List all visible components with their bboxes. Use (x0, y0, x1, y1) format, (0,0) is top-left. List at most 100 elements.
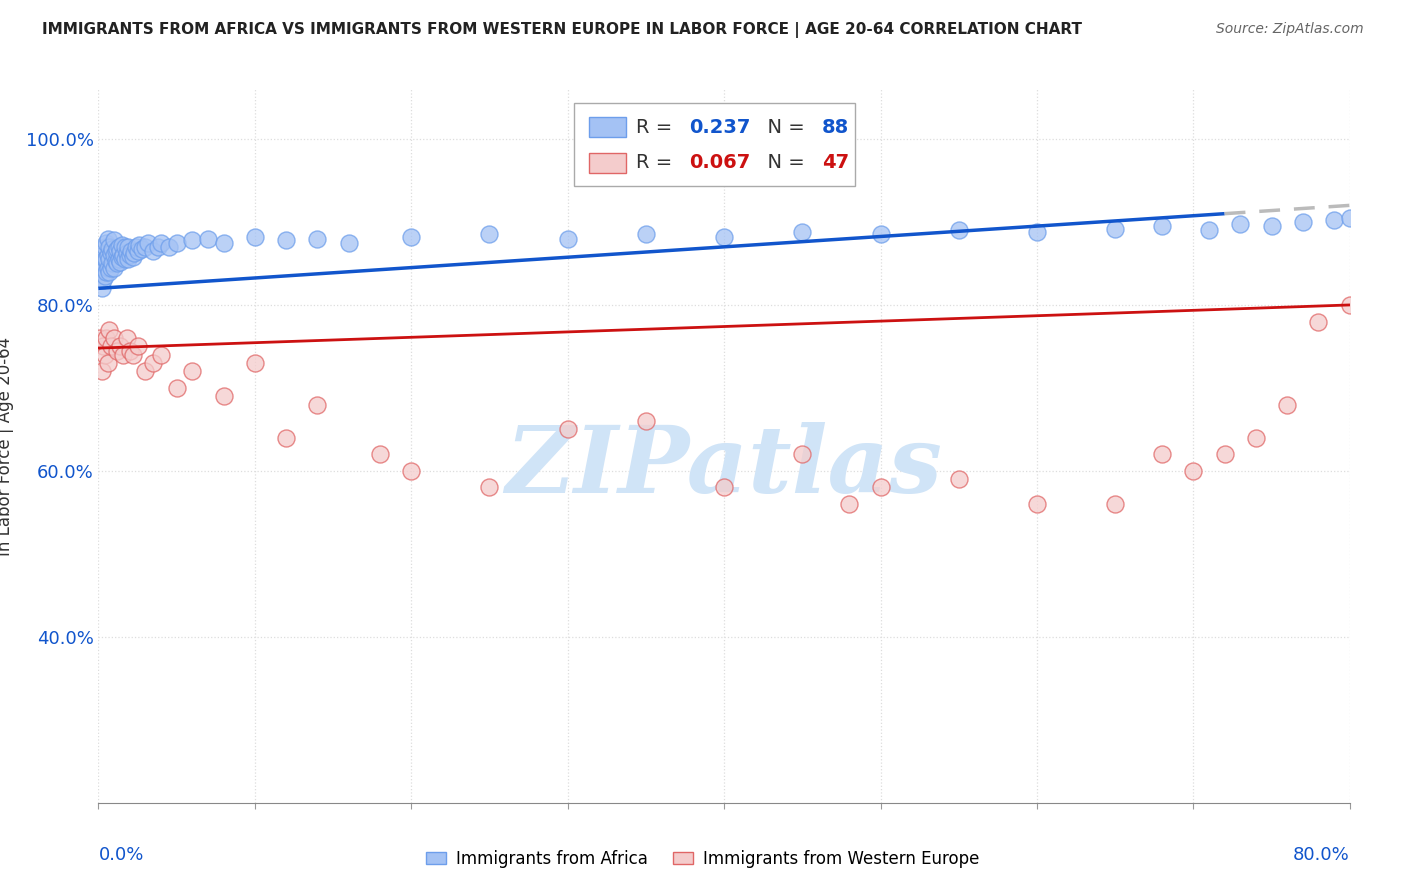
Point (1152, 447, 1174, 461)
Point (166, 235, 188, 250)
Point (112, 348, 135, 362)
Point (1323, 213, 1346, 227)
Point (98, 265, 121, 279)
Point (93, 252, 115, 267)
Point (115, 331, 138, 345)
Point (125, 240, 148, 254)
Point (93, 240, 115, 254)
Point (98, 323, 121, 337)
Point (478, 481, 501, 495)
Point (96, 235, 118, 250)
Point (91, 248, 114, 262)
Point (124, 246, 146, 260)
Point (157, 240, 180, 254)
Text: ZIPatlas: ZIPatlas (506, 423, 942, 512)
Point (1104, 497, 1126, 511)
Text: N =: N = (755, 118, 811, 136)
Point (142, 356, 165, 370)
Point (274, 431, 298, 445)
FancyBboxPatch shape (574, 103, 855, 186)
Point (1182, 464, 1205, 478)
Text: IMMIGRANTS FROM AFRICA VS IMMIGRANTS FROM WESTERN EUROPE IN LABOR FORCE | AGE 20: IMMIGRANTS FROM AFRICA VS IMMIGRANTS FRO… (42, 22, 1083, 38)
Point (146, 240, 169, 254)
Point (93, 268, 115, 283)
Point (1400, 205, 1406, 219)
Point (134, 240, 156, 254)
Point (97, 356, 120, 370)
Point (478, 227, 501, 242)
Point (112, 248, 135, 262)
Point (127, 339, 149, 353)
Point (1308, 314, 1330, 328)
Point (121, 348, 143, 362)
Point (89, 331, 111, 345)
Text: R =: R = (637, 118, 679, 136)
Point (100, 260, 122, 275)
Point (307, 231, 329, 245)
Point (401, 464, 423, 478)
Point (1277, 397, 1299, 411)
Point (792, 225, 814, 239)
Point (557, 422, 579, 436)
Point (104, 254, 127, 268)
Point (103, 331, 125, 345)
Point (307, 397, 329, 411)
Point (91, 273, 114, 287)
Point (212, 389, 235, 403)
Point (105, 256, 128, 270)
Point (110, 244, 132, 258)
Point (1198, 223, 1220, 237)
Point (105, 242, 128, 256)
Point (1244, 431, 1267, 445)
Point (181, 364, 204, 378)
Point (120, 244, 142, 258)
Point (713, 481, 735, 495)
Point (1369, 207, 1392, 221)
Point (89, 265, 111, 279)
Text: 0.0%: 0.0% (98, 846, 143, 863)
Point (142, 244, 165, 258)
Point (114, 240, 136, 254)
Point (128, 238, 150, 252)
Point (634, 414, 657, 428)
Point (150, 235, 173, 250)
Point (100, 339, 122, 353)
Point (90, 281, 112, 295)
Point (1152, 219, 1174, 233)
Point (138, 235, 160, 250)
Point (103, 233, 125, 247)
Bar (589, 153, 627, 173)
Point (1354, 208, 1376, 222)
Point (401, 230, 423, 244)
Point (117, 252, 139, 267)
Point (1292, 215, 1315, 229)
Point (1260, 219, 1282, 233)
Point (96, 252, 118, 267)
Point (1213, 447, 1236, 461)
Point (90, 364, 112, 378)
Point (243, 356, 266, 370)
Point (368, 447, 391, 461)
Text: 0.067: 0.067 (689, 153, 751, 172)
Point (131, 242, 153, 256)
Point (118, 248, 141, 262)
Text: N =: N = (755, 153, 811, 172)
Point (117, 240, 139, 254)
Bar (589, 117, 627, 137)
Point (1026, 497, 1049, 511)
Point (1369, 298, 1392, 312)
Point (110, 254, 132, 268)
Point (127, 244, 149, 258)
Point (96, 331, 118, 345)
Point (110, 339, 132, 353)
Point (869, 227, 891, 242)
Point (1400, 314, 1406, 328)
Point (243, 230, 266, 244)
Point (634, 227, 657, 242)
Text: Source: ZipAtlas.com: Source: ZipAtlas.com (1216, 22, 1364, 37)
Point (97, 260, 120, 275)
Point (1339, 211, 1361, 225)
Point (103, 248, 125, 262)
Point (118, 343, 141, 358)
Point (1104, 221, 1126, 235)
